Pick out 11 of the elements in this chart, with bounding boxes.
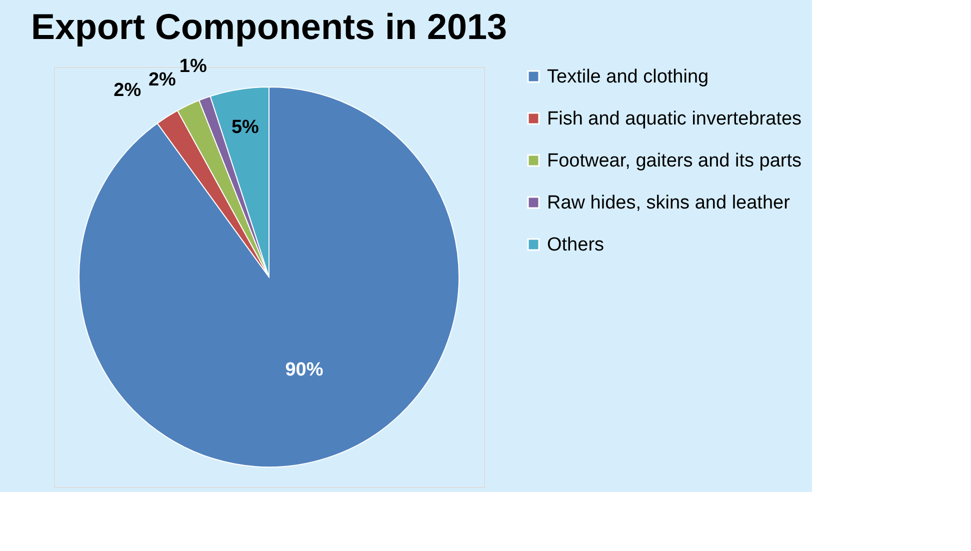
legend-label: Raw hides, skins and leather xyxy=(547,192,791,214)
data-label: 1% xyxy=(179,56,207,78)
legend-label: Textile and clothing xyxy=(547,66,709,88)
data-label: 2% xyxy=(148,70,176,91)
chart-title: Export Components in 2013 xyxy=(30,6,508,48)
legend-label: Fish and aquatic invertebrates xyxy=(547,108,802,130)
data-label: 2% xyxy=(114,80,142,101)
data-label: 5% xyxy=(231,116,260,138)
legend-label: Others xyxy=(547,234,604,256)
data-label: 90% xyxy=(285,359,324,380)
legend-label: Footwear, gaiters and its parts xyxy=(547,150,802,172)
